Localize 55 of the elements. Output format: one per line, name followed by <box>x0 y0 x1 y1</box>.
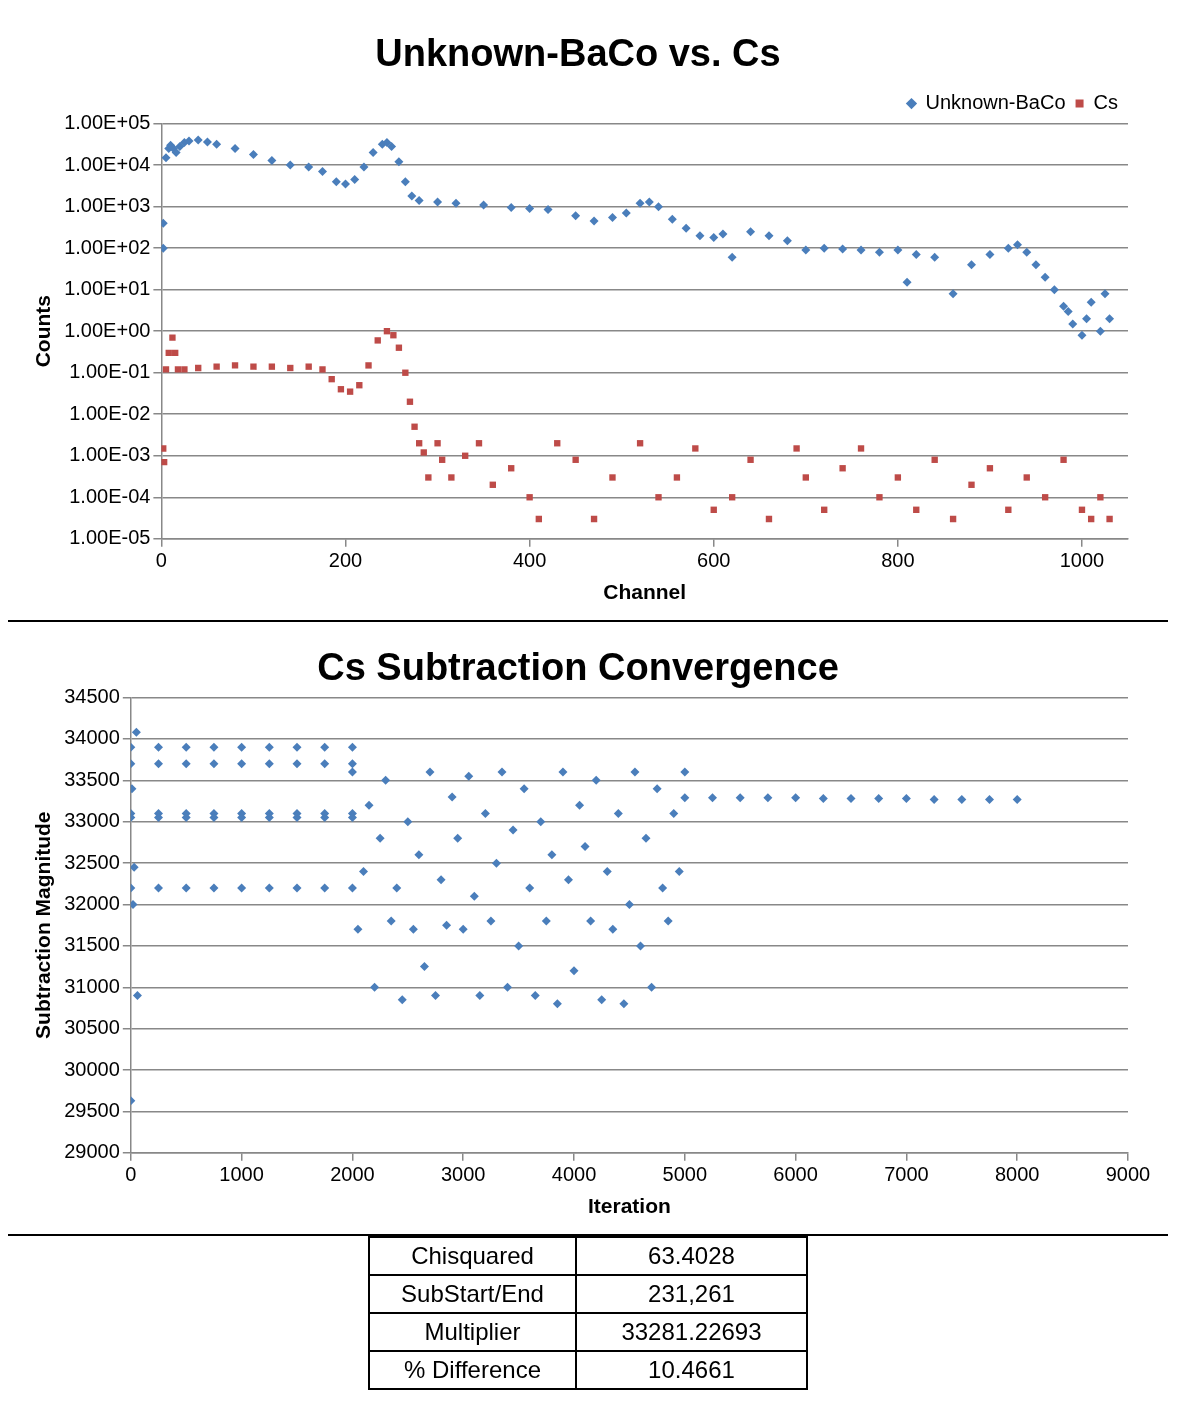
x-axis-title: Channel <box>603 580 687 604</box>
x-tick-label: 4000 <box>551 1163 597 1186</box>
category-label: Chisquared <box>369 1237 576 1275</box>
y-tick-label: 1.00E-03 <box>69 443 151 466</box>
x-tick-label: 6000 <box>773 1163 818 1186</box>
category-label: % Difference <box>369 1351 576 1389</box>
legend-label: Cs <box>1093 91 1119 114</box>
y-axis-title: Subtraction Magnitude <box>31 811 55 1039</box>
x-axis-title: Iteration <box>587 1194 671 1218</box>
x-tick-label: 1000 <box>1059 549 1105 572</box>
x-tick-label: 800 <box>881 549 915 572</box>
y-tick-label: 1.00E+05 <box>64 111 151 134</box>
y-tick-label: 1.00E+02 <box>64 235 151 258</box>
y-tick-label: 33500 <box>64 767 120 790</box>
text: 63.4028 <box>648 1242 735 1269</box>
y-tick-label: 34000 <box>64 726 120 749</box>
y-tick-label: 32000 <box>64 892 120 915</box>
y-tick-label: 1.00E+03 <box>64 194 151 217</box>
x-tick-label: 7000 <box>884 1163 929 1186</box>
text: 33281.22693 <box>621 1318 762 1345</box>
x-tick-label: 600 <box>697 549 731 572</box>
y-tick-label: 30500 <box>64 1016 120 1039</box>
y-tick-label: 1.00E-05 <box>69 526 151 549</box>
x-tick-label: 8000 <box>994 1163 1040 1186</box>
chart-title: Cs Subtraction Convergence <box>317 646 839 689</box>
y-tick-label: 31000 <box>64 974 120 997</box>
y-tick-label: 1.00E+04 <box>64 152 151 175</box>
x-tick-label: 2000 <box>330 1163 375 1186</box>
y-tick-label: 33000 <box>64 809 120 832</box>
text: 231,261 <box>648 1280 735 1307</box>
x-tick-label: 0 <box>125 1163 137 1186</box>
y-tick-label: 1.00E-04 <box>69 484 151 507</box>
y-tick-label: 30000 <box>64 1057 120 1080</box>
y-tick-label: 1.00E+00 <box>64 318 151 341</box>
x-tick-label: 0 <box>155 549 167 572</box>
x-tick-label: 3000 <box>440 1163 486 1186</box>
x-tick-label: 9000 <box>1105 1163 1151 1186</box>
y-tick-label: 29500 <box>64 1098 120 1121</box>
x-tick-label: 400 <box>512 549 547 572</box>
y-tick-label: 34500 <box>64 685 120 708</box>
legend-label: Unknown-BaCo <box>925 91 1066 114</box>
x-tick-label: 200 <box>328 549 363 572</box>
y-tick-label: 31500 <box>64 933 120 956</box>
category-label: Multiplier <box>369 1313 576 1351</box>
y-tick-label: 29000 <box>64 1140 120 1163</box>
x-tick-label: 5000 <box>662 1163 708 1186</box>
y-tick-label: 1.00E-02 <box>69 401 151 424</box>
chart-title: Unknown-BaCo vs. Cs <box>375 32 781 75</box>
x-tick-label: 1000 <box>219 1163 264 1186</box>
y-axis-title: Counts <box>31 295 55 368</box>
y-tick-label: 1.00E+01 <box>64 277 151 300</box>
y-tick-label: 32500 <box>64 850 120 873</box>
category-label: SubStart/End <box>369 1275 576 1313</box>
text: 10.4661 <box>648 1356 735 1383</box>
y-tick-label: 1.00E-01 <box>69 360 151 383</box>
